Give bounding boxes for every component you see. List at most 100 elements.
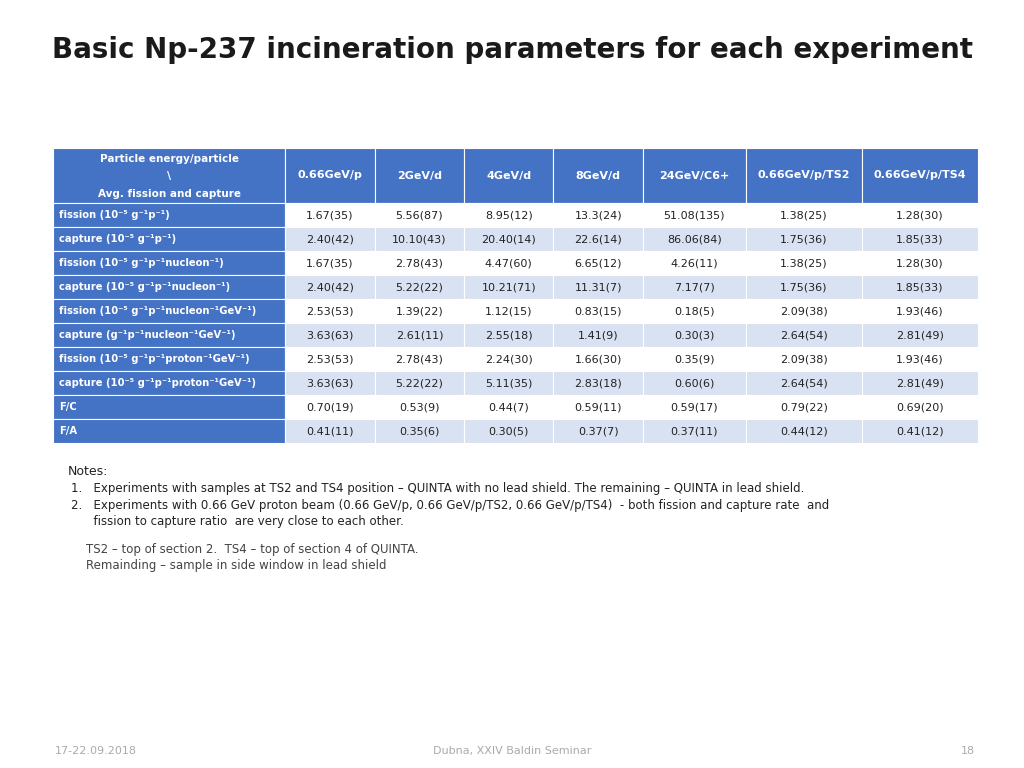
- Bar: [554, 323, 643, 347]
- Bar: [375, 371, 464, 395]
- Bar: [53, 419, 286, 443]
- Text: 1.93(46): 1.93(46): [896, 354, 944, 364]
- Text: 2.78(43): 2.78(43): [395, 258, 443, 268]
- Text: 2.24(30): 2.24(30): [485, 354, 532, 364]
- Text: 0.41(11): 0.41(11): [306, 426, 354, 436]
- Text: 0.37(11): 0.37(11): [671, 426, 718, 436]
- Bar: [286, 419, 375, 443]
- Text: 0.37(7): 0.37(7): [578, 426, 618, 436]
- Bar: [286, 347, 375, 371]
- Bar: [53, 203, 286, 227]
- Text: 1.67(35): 1.67(35): [306, 258, 354, 268]
- Bar: [862, 371, 978, 395]
- Bar: [286, 148, 375, 203]
- Text: 5.56(87): 5.56(87): [395, 210, 443, 220]
- Bar: [464, 203, 554, 227]
- Bar: [643, 419, 745, 443]
- Text: 24GeV/C6+: 24GeV/C6+: [659, 170, 729, 180]
- Bar: [862, 323, 978, 347]
- Text: 2.81(49): 2.81(49): [896, 378, 944, 388]
- Text: 2.78(43): 2.78(43): [395, 354, 443, 364]
- Text: capture (10⁻⁵ g⁻¹p⁻¹nucleon⁻¹): capture (10⁻⁵ g⁻¹p⁻¹nucleon⁻¹): [59, 282, 230, 292]
- Bar: [862, 251, 978, 275]
- Text: 2.64(54): 2.64(54): [780, 378, 827, 388]
- Text: 2.81(49): 2.81(49): [896, 330, 944, 340]
- Text: \: \: [167, 170, 171, 180]
- Bar: [554, 275, 643, 299]
- Bar: [554, 347, 643, 371]
- Bar: [375, 203, 464, 227]
- Text: capture (g⁻¹p⁻¹nucleon⁻¹GeV⁻¹): capture (g⁻¹p⁻¹nucleon⁻¹GeV⁻¹): [59, 330, 236, 340]
- Bar: [554, 251, 643, 275]
- Bar: [375, 251, 464, 275]
- Text: 2.53(53): 2.53(53): [306, 306, 354, 316]
- Text: 5.22(22): 5.22(22): [395, 282, 443, 292]
- Bar: [745, 251, 862, 275]
- Text: 2.09(38): 2.09(38): [780, 306, 827, 316]
- Bar: [53, 148, 286, 203]
- Bar: [286, 275, 375, 299]
- Bar: [464, 227, 554, 251]
- Bar: [286, 299, 375, 323]
- Text: 0.70(19): 0.70(19): [306, 402, 354, 412]
- Text: 7.17(7): 7.17(7): [674, 282, 715, 292]
- Bar: [464, 299, 554, 323]
- Bar: [554, 299, 643, 323]
- Text: 0.60(6): 0.60(6): [674, 378, 715, 388]
- Bar: [643, 227, 745, 251]
- Bar: [53, 251, 286, 275]
- Text: 4GeV/d: 4GeV/d: [486, 170, 531, 180]
- Text: 1.75(36): 1.75(36): [780, 234, 827, 244]
- Bar: [745, 227, 862, 251]
- Bar: [862, 148, 978, 203]
- Bar: [643, 347, 745, 371]
- Bar: [464, 371, 554, 395]
- Bar: [464, 395, 554, 419]
- Bar: [53, 227, 286, 251]
- Text: 1.85(33): 1.85(33): [896, 282, 944, 292]
- Bar: [286, 323, 375, 347]
- Text: 1.85(33): 1.85(33): [896, 234, 944, 244]
- Text: 2.09(38): 2.09(38): [780, 354, 827, 364]
- Text: fission (10⁻⁵ g⁻¹p⁻¹nucleon⁻¹GeV⁻¹): fission (10⁻⁵ g⁻¹p⁻¹nucleon⁻¹GeV⁻¹): [59, 306, 256, 316]
- Text: 20.40(14): 20.40(14): [481, 234, 537, 244]
- Text: 1.75(36): 1.75(36): [780, 282, 827, 292]
- Bar: [53, 347, 286, 371]
- Bar: [643, 395, 745, 419]
- Text: 0.35(6): 0.35(6): [399, 426, 439, 436]
- Bar: [745, 299, 862, 323]
- Bar: [643, 203, 745, 227]
- Text: fission (10⁻⁵ g⁻¹p⁻¹): fission (10⁻⁵ g⁻¹p⁻¹): [59, 210, 170, 220]
- Text: 1.41(9): 1.41(9): [578, 330, 618, 340]
- Text: 2.83(18): 2.83(18): [574, 378, 622, 388]
- Bar: [464, 148, 554, 203]
- Text: 1.38(25): 1.38(25): [780, 210, 827, 220]
- Text: 1.66(30): 1.66(30): [574, 354, 622, 364]
- Text: fission to capture ratio  are very close to each other.: fission to capture ratio are very close …: [71, 515, 403, 528]
- Text: 51.08(135): 51.08(135): [664, 210, 725, 220]
- Bar: [862, 227, 978, 251]
- Text: 5.22(22): 5.22(22): [395, 378, 443, 388]
- Text: 0.18(5): 0.18(5): [674, 306, 715, 316]
- Bar: [862, 275, 978, 299]
- Text: 0.59(17): 0.59(17): [671, 402, 718, 412]
- Text: 0.66GeV/p: 0.66GeV/p: [298, 170, 362, 180]
- Bar: [53, 275, 286, 299]
- Text: 3.63(63): 3.63(63): [306, 330, 353, 340]
- Text: F/A: F/A: [59, 426, 77, 436]
- Bar: [375, 227, 464, 251]
- Text: 3.63(63): 3.63(63): [306, 378, 353, 388]
- Bar: [286, 227, 375, 251]
- Bar: [643, 371, 745, 395]
- Text: fission (10⁻⁵ g⁻¹p⁻¹nucleon⁻¹): fission (10⁻⁵ g⁻¹p⁻¹nucleon⁻¹): [59, 258, 224, 268]
- Text: 13.3(24): 13.3(24): [574, 210, 622, 220]
- Bar: [643, 299, 745, 323]
- Text: 2.40(42): 2.40(42): [306, 282, 354, 292]
- Bar: [53, 323, 286, 347]
- Text: 1.93(46): 1.93(46): [896, 306, 944, 316]
- Bar: [745, 203, 862, 227]
- Bar: [745, 395, 862, 419]
- Bar: [286, 371, 375, 395]
- Text: 0.83(15): 0.83(15): [574, 306, 622, 316]
- Bar: [862, 203, 978, 227]
